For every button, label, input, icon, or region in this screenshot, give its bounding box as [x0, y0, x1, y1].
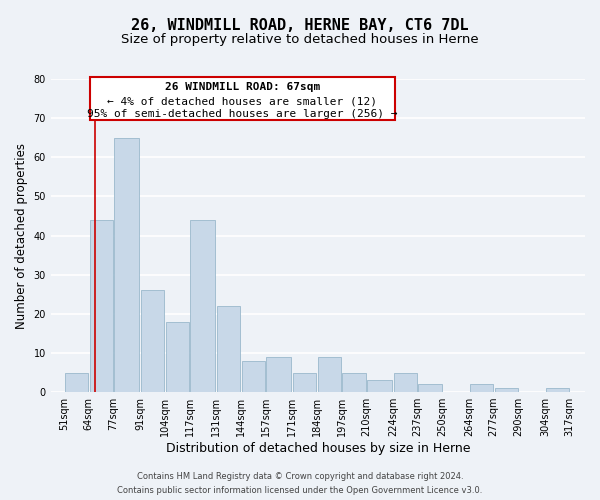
Bar: [293, 372, 316, 392]
Text: Contains public sector information licensed under the Open Government Licence v3: Contains public sector information licen…: [118, 486, 482, 495]
Bar: [141, 290, 164, 392]
Bar: [166, 322, 189, 392]
Text: Size of property relative to detached houses in Herne: Size of property relative to detached ho…: [121, 32, 479, 46]
Bar: [114, 138, 139, 392]
Text: Contains HM Land Registry data © Crown copyright and database right 2024.: Contains HM Land Registry data © Crown c…: [137, 472, 463, 481]
Text: 26, WINDMILL ROAD, HERNE BAY, CT6 7DL: 26, WINDMILL ROAD, HERNE BAY, CT6 7DL: [131, 18, 469, 32]
Bar: [217, 306, 240, 392]
Bar: [242, 361, 265, 392]
Bar: [343, 372, 365, 392]
Bar: [546, 388, 569, 392]
Bar: [266, 357, 292, 392]
X-axis label: Distribution of detached houses by size in Herne: Distribution of detached houses by size …: [166, 442, 470, 455]
Bar: [394, 372, 417, 392]
Bar: [470, 384, 493, 392]
Bar: [494, 388, 518, 392]
Bar: [89, 220, 113, 392]
Bar: [190, 220, 215, 392]
Text: ← 4% of detached houses are smaller (12): ← 4% of detached houses are smaller (12): [107, 96, 377, 106]
Text: 95% of semi-detached houses are larger (256) →: 95% of semi-detached houses are larger (…: [87, 110, 398, 120]
Bar: [418, 384, 442, 392]
Text: 26 WINDMILL ROAD: 67sqm: 26 WINDMILL ROAD: 67sqm: [165, 82, 320, 92]
Bar: [367, 380, 392, 392]
Y-axis label: Number of detached properties: Number of detached properties: [15, 142, 28, 328]
Bar: [65, 372, 88, 392]
Bar: [318, 357, 341, 392]
